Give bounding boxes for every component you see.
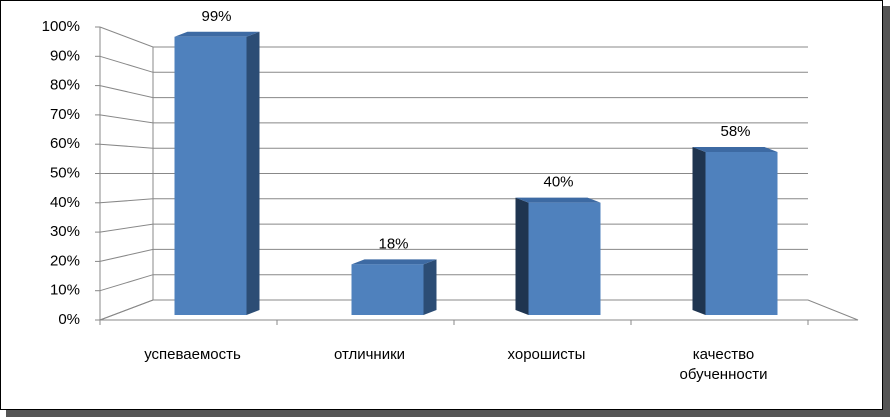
grid-line	[99, 143, 808, 149]
grid-line	[99, 114, 808, 124]
value-label: 58%	[720, 123, 750, 140]
grid-line	[99, 55, 808, 73]
bar-top	[692, 147, 778, 153]
x-tick-label: успеваемость	[144, 346, 241, 363]
y-tick-label: 70%	[50, 106, 80, 123]
bar-front	[528, 202, 601, 315]
grid-line	[99, 26, 808, 48]
bar-side	[423, 259, 437, 315]
bar-side	[515, 197, 529, 315]
bar-top	[174, 31, 260, 37]
bar-top	[351, 259, 437, 265]
y-tick-label: 100%	[42, 18, 80, 35]
bar-top	[515, 197, 601, 203]
value-label: 18%	[378, 235, 408, 252]
value-label: 40%	[543, 174, 573, 191]
y-tick-label: 10%	[50, 282, 80, 299]
x-tick-label: отличники	[333, 346, 406, 363]
y-tick-label: 60%	[50, 135, 80, 152]
grid-line	[99, 85, 808, 99]
y-tick-label: 0%	[58, 311, 80, 328]
bar	[515, 197, 601, 315]
y-tick-label: 30%	[50, 223, 80, 240]
bar-side	[246, 31, 260, 316]
value-label: 99%	[201, 8, 231, 25]
y-tick-label: 40%	[50, 194, 80, 211]
y-tick-label: 20%	[50, 252, 80, 269]
y-tick-label: 80%	[50, 77, 80, 94]
bar-side	[692, 147, 706, 315]
bar	[351, 259, 437, 315]
bar-front	[705, 152, 778, 315]
x-tick-label: качество обученности	[679, 346, 768, 383]
bar-front	[174, 36, 247, 316]
bar-front	[351, 264, 424, 315]
bar	[174, 31, 260, 316]
y-tick-label: 90%	[50, 47, 80, 64]
bar	[692, 147, 778, 315]
y-tick-label: 50%	[50, 164, 80, 181]
x-tick-label: хорошисты	[507, 346, 586, 363]
